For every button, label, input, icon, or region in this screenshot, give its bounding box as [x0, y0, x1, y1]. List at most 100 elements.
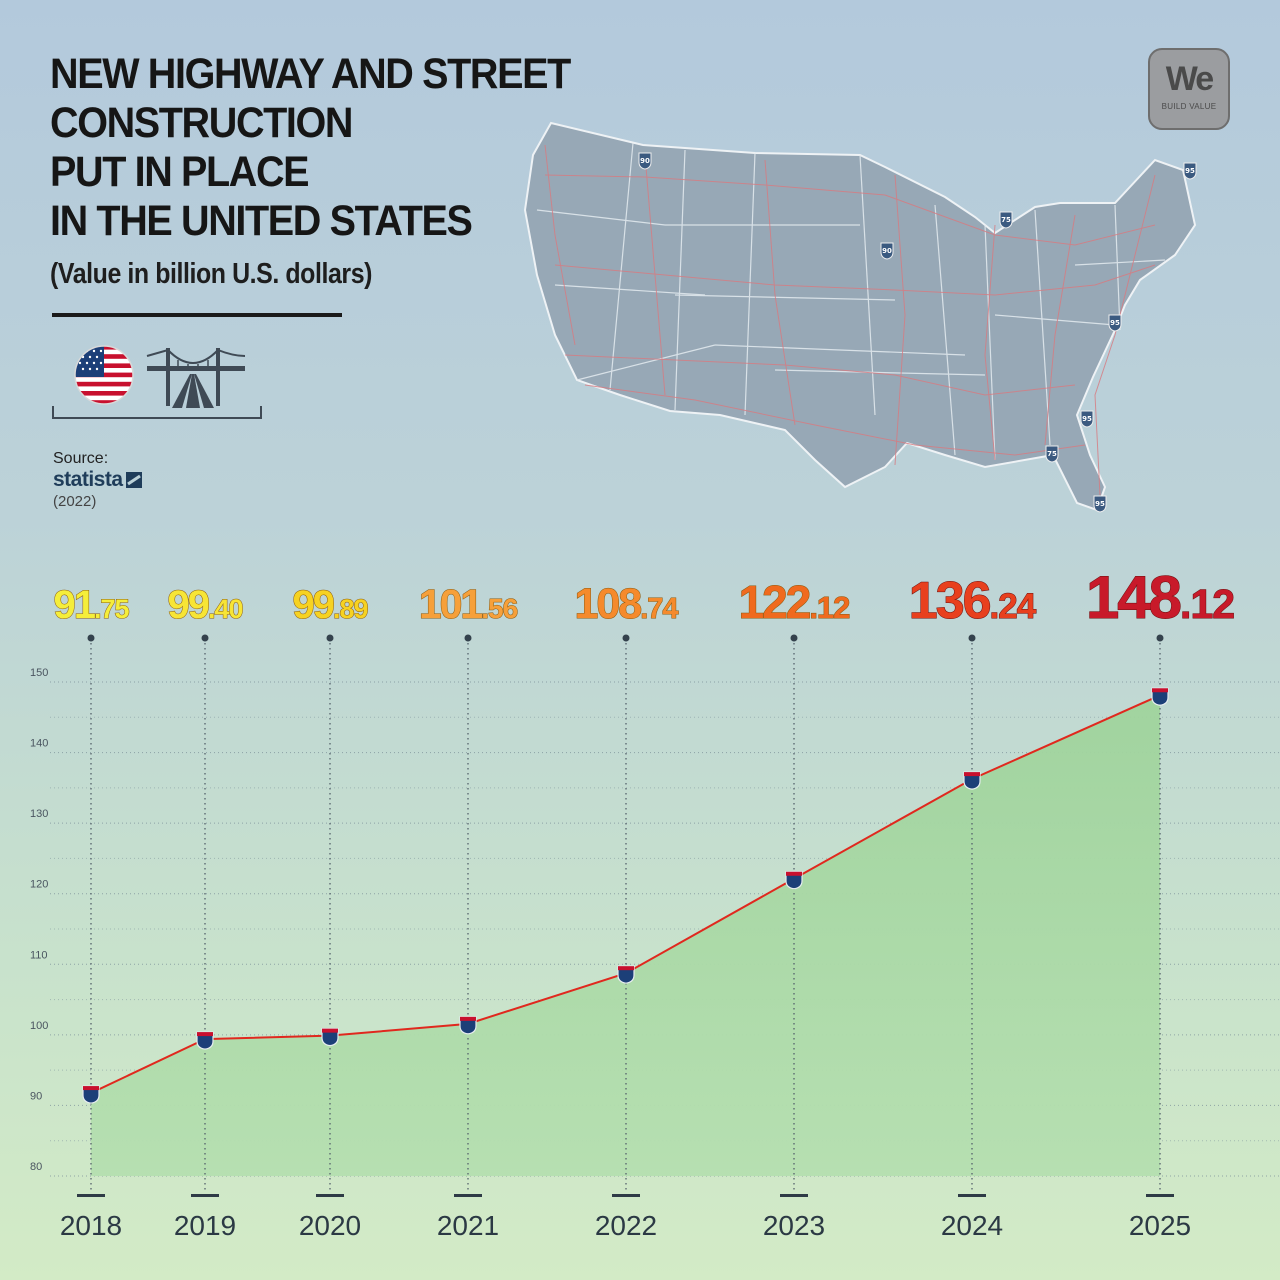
value-label-decimal: .89 [333, 594, 369, 624]
value-label: 101.56 [419, 581, 518, 627]
data-point-marker [785, 871, 803, 890]
marker-top [83, 1086, 99, 1091]
y-tick-label: 130 [30, 808, 48, 820]
value-label-int: 136 [909, 572, 991, 630]
shield-number: 75 [1047, 450, 1057, 458]
guide-dot [464, 634, 472, 642]
guide-dot [790, 634, 798, 642]
y-tick-label: 140 [30, 738, 48, 750]
marker-body [963, 771, 981, 790]
y-tick-label: 150 [30, 667, 48, 679]
source-block: Source: statista (2022) [53, 450, 142, 510]
x-tick-mark [316, 1194, 344, 1197]
year-guides [87, 634, 1164, 1190]
x-tick-label: 2024 [941, 1210, 1003, 1241]
logo-tagline: BUILD VALUE [1161, 102, 1217, 111]
value-label-int: 108 [574, 580, 641, 628]
value-label-decimal: .56 [481, 593, 517, 624]
guide-dot [1156, 634, 1164, 642]
x-axis-ticks: 2018 2019 2020 2021 2022 2023 2024 2025 [60, 1194, 1191, 1241]
guide-dot [622, 634, 630, 642]
x-tick-mark [191, 1194, 219, 1197]
title-line-2: CONSTRUCTION [50, 99, 353, 147]
marker-top [964, 772, 980, 777]
shield-number: 90 [640, 157, 650, 165]
value-label-decimal: .75 [94, 594, 130, 624]
value-label-int: 122 [739, 576, 810, 628]
marker-body [321, 1028, 339, 1047]
source-year: (2022) [53, 493, 97, 510]
marker-body [82, 1085, 100, 1104]
x-tick-label: 2019 [174, 1210, 236, 1241]
us-flag-icon [74, 345, 134, 405]
guide-dot [326, 634, 334, 642]
shield-icon: 95 [1183, 162, 1197, 180]
shield-icon: 90 [638, 152, 652, 170]
brand-logo: We BUILD VALUE [1148, 48, 1230, 130]
shield-number: 95 [1110, 319, 1120, 327]
value-label: 122.12 [739, 576, 850, 628]
y-axis-ticks: 80 90 100 110 120 130 140 150 [30, 667, 48, 1173]
value-label-decimal: .12 [1180, 581, 1234, 627]
data-point-marker [196, 1031, 214, 1050]
marker-top [786, 871, 802, 876]
value-label-int: 99 [167, 583, 208, 627]
logo-word: We [1165, 60, 1214, 98]
value-label-int: 101 [419, 581, 483, 627]
chart-title: NEW HIGHWAY AND STREET CONSTRUCTION PUT … [50, 50, 571, 246]
source-name: statista [53, 468, 123, 491]
chart-subtitle: (Value in billion U.S. dollars) [50, 258, 373, 290]
value-label: 91.75 [53, 583, 129, 627]
shield-number: 90 [882, 247, 892, 255]
value-label: 136.24 [909, 572, 1037, 630]
marker-body [196, 1031, 214, 1050]
marker-top [322, 1028, 338, 1033]
shield-icon: 95 [1080, 410, 1094, 428]
data-point-marker [82, 1085, 100, 1104]
data-point-marker [1151, 687, 1169, 706]
title-line-1: NEW HIGHWAY AND STREET [50, 50, 571, 98]
y-tick-label: 80 [30, 1161, 42, 1173]
guide-dot [968, 634, 976, 642]
x-tick-label: 2020 [299, 1210, 361, 1241]
marker-body [785, 871, 803, 890]
value-label-decimal: .24 [990, 587, 1037, 626]
x-tick-mark [77, 1194, 105, 1197]
data-markers [82, 687, 1169, 1104]
shield-icon: 95 [1108, 314, 1122, 332]
value-label: 148.12 [1086, 564, 1234, 631]
highway-lines [544, 144, 1156, 496]
series-line [90, 694, 1161, 1094]
data-point-marker [321, 1028, 339, 1047]
x-tick-mark [1146, 1194, 1174, 1197]
y-tick-label: 110 [30, 949, 48, 961]
value-label: 108.74 [574, 580, 678, 628]
shield-number: 75 [1001, 216, 1011, 224]
x-tick-label: 2023 [763, 1210, 825, 1241]
us-highway-map: 90 90 95 95 95 75 75 95 95 [523, 121, 1197, 513]
suspension-bridge-road-icon [52, 348, 262, 419]
data-point-marker [963, 771, 981, 790]
statista-logo-icon [125, 472, 142, 488]
shield-number: 95 [1185, 167, 1195, 175]
us-landmass [523, 121, 1197, 512]
area-fill [91, 695, 1160, 1176]
x-tick-mark [612, 1194, 640, 1197]
x-tick-mark [958, 1194, 986, 1197]
value-label-int: 99 [292, 583, 333, 627]
state-borders [536, 142, 1166, 461]
shield-icon: 95 [1093, 495, 1107, 513]
title-divider [52, 313, 342, 317]
interstate-shields: 90 90 95 95 95 75 75 95 95 [638, 152, 1197, 513]
data-point-marker [617, 965, 635, 984]
value-label-decimal: .74 [640, 593, 678, 625]
marker-top [618, 966, 634, 971]
shield-icon: 75 [1045, 445, 1059, 463]
value-label-int: 148 [1086, 564, 1181, 631]
data-point-marker [459, 1016, 477, 1035]
x-tick-label: 2022 [595, 1210, 657, 1241]
value-label: 99.40 [167, 583, 242, 627]
y-tick-label: 100 [30, 1020, 48, 1032]
marker-top [460, 1016, 476, 1021]
shield-number: 95 [1095, 500, 1105, 508]
